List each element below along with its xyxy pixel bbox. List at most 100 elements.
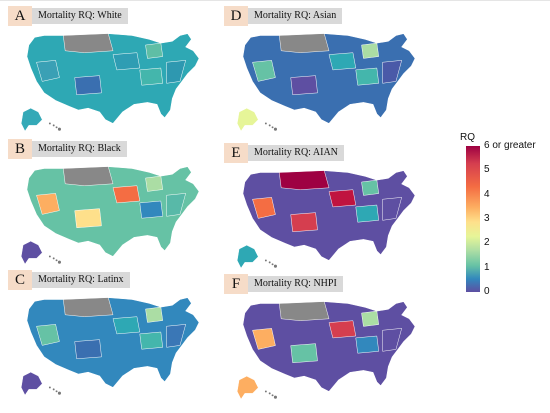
map-region-accent2 <box>328 52 357 71</box>
map-hawaii <box>48 122 51 125</box>
legend-tick-mark <box>480 243 483 245</box>
panel-asian: D Mortality RQ: Asian <box>224 6 442 134</box>
legend-tick-label: 4 <box>484 188 490 200</box>
map-region-accent3 <box>290 343 318 364</box>
legend-tick-mark <box>480 170 483 172</box>
panel-title: Mortality RQ: Latinx <box>32 272 130 288</box>
panel-letter: A <box>8 6 32 26</box>
map-hawaii <box>48 255 51 258</box>
legend-tick-mark <box>480 292 483 293</box>
panel-letter: E <box>224 143 248 163</box>
map-region-accent1 <box>36 324 60 346</box>
map-region-accent5 <box>145 42 164 59</box>
panel-title: Mortality RQ: NHPI <box>248 276 343 292</box>
panel-title: Mortality RQ: Asian <box>248 8 343 24</box>
us-map <box>20 33 200 132</box>
panel-letter: B <box>8 139 32 159</box>
map-region-accent2 <box>112 52 141 71</box>
us-map <box>20 166 200 265</box>
map-alaska <box>20 371 43 396</box>
map-region-accent3 <box>290 75 318 96</box>
map-hawaii <box>52 124 55 127</box>
top-divider <box>0 0 550 1</box>
map-region-accent4 <box>355 204 380 223</box>
map-region-east <box>166 193 187 217</box>
legend-tick-label: 5 <box>484 164 490 176</box>
map-region-accent5 <box>361 310 380 327</box>
legend-tick-label: 0 <box>484 286 490 297</box>
map-region-accent3 <box>290 212 318 233</box>
map-alaska <box>236 244 259 269</box>
panel-title: Mortality RQ: White <box>32 8 128 24</box>
us-map <box>236 33 416 132</box>
map-region-accent5 <box>145 175 164 192</box>
panel-latinx: C Mortality RQ: Latinx <box>8 270 226 398</box>
map-region-northern <box>278 33 330 53</box>
legend-title: RQ <box>460 132 475 143</box>
map-hawaii <box>55 126 58 129</box>
map-region-accent2 <box>328 320 357 339</box>
map-alaska <box>236 107 259 132</box>
map-region-east <box>166 324 187 348</box>
map-hawaii <box>273 127 277 131</box>
map-region-accent4 <box>355 67 380 86</box>
map-hawaii <box>271 126 274 129</box>
legend-tick-mark <box>480 146 483 147</box>
map-hawaii <box>268 392 271 395</box>
map-region-east <box>382 60 403 84</box>
map-alaska <box>20 240 43 265</box>
map-region-east <box>382 328 403 352</box>
map-hawaii <box>268 124 271 127</box>
panel-aian: E Mortality RQ: AIAN <box>224 143 442 271</box>
map-hawaii <box>264 390 267 393</box>
panel-title: Mortality RQ: AIAN <box>248 145 344 161</box>
map-hawaii <box>57 391 61 395</box>
map-region-accent4 <box>139 331 164 350</box>
map-region-accent3 <box>74 208 102 229</box>
map-hawaii <box>48 386 51 389</box>
map-region-east <box>382 197 403 221</box>
map-region-northern <box>278 301 330 321</box>
map-hawaii <box>273 264 277 268</box>
map-hawaii <box>271 394 274 397</box>
legend-color-bar <box>466 146 480 292</box>
map-hawaii <box>57 260 61 264</box>
panel-letter: D <box>224 6 248 26</box>
us-map <box>236 301 416 400</box>
panel-title: Mortality RQ: Black <box>32 141 127 157</box>
panel-nhpi: F Mortality RQ: NHPI <box>224 274 442 402</box>
panel-white: A Mortality RQ: White <box>8 6 226 134</box>
map-region-accent4 <box>139 200 164 219</box>
legend-tick-label: 6 or greater <box>484 140 536 151</box>
map-region-northern <box>278 170 330 190</box>
map-region-accent1 <box>252 328 276 350</box>
map-region-accent5 <box>361 179 380 196</box>
map-region-accent3 <box>74 339 102 360</box>
map-hawaii <box>271 263 274 266</box>
map-region-northern <box>62 297 114 317</box>
us-map <box>20 297 200 396</box>
color-legend: RQ 0 1 2 3 4 5 6 or greater <box>460 132 550 302</box>
map-hawaii <box>55 259 58 262</box>
map-region-accent1 <box>252 197 276 219</box>
panel-black: B Mortality RQ: Black <box>8 139 226 267</box>
legend-tick-mark <box>480 219 483 220</box>
map-region-accent1 <box>36 193 60 215</box>
legend-tick-mark <box>480 194 483 196</box>
map-region-accent1 <box>36 60 60 82</box>
map-region-accent4 <box>139 67 164 86</box>
map-region-northern <box>62 33 114 53</box>
map-region-accent5 <box>145 306 164 323</box>
map-region-northern <box>62 166 114 186</box>
map-region-accent3 <box>74 75 102 96</box>
map-hawaii <box>273 395 277 399</box>
us-map <box>236 170 416 269</box>
legend-tick-label: 2 <box>484 237 490 249</box>
map-alaska <box>20 107 43 132</box>
map-hawaii <box>57 127 61 131</box>
map-hawaii <box>264 122 267 125</box>
map-hawaii <box>52 388 55 391</box>
map-region-accent2 <box>112 316 141 335</box>
legend-tick-label: 1 <box>484 261 490 273</box>
panel-letter: F <box>224 274 248 294</box>
